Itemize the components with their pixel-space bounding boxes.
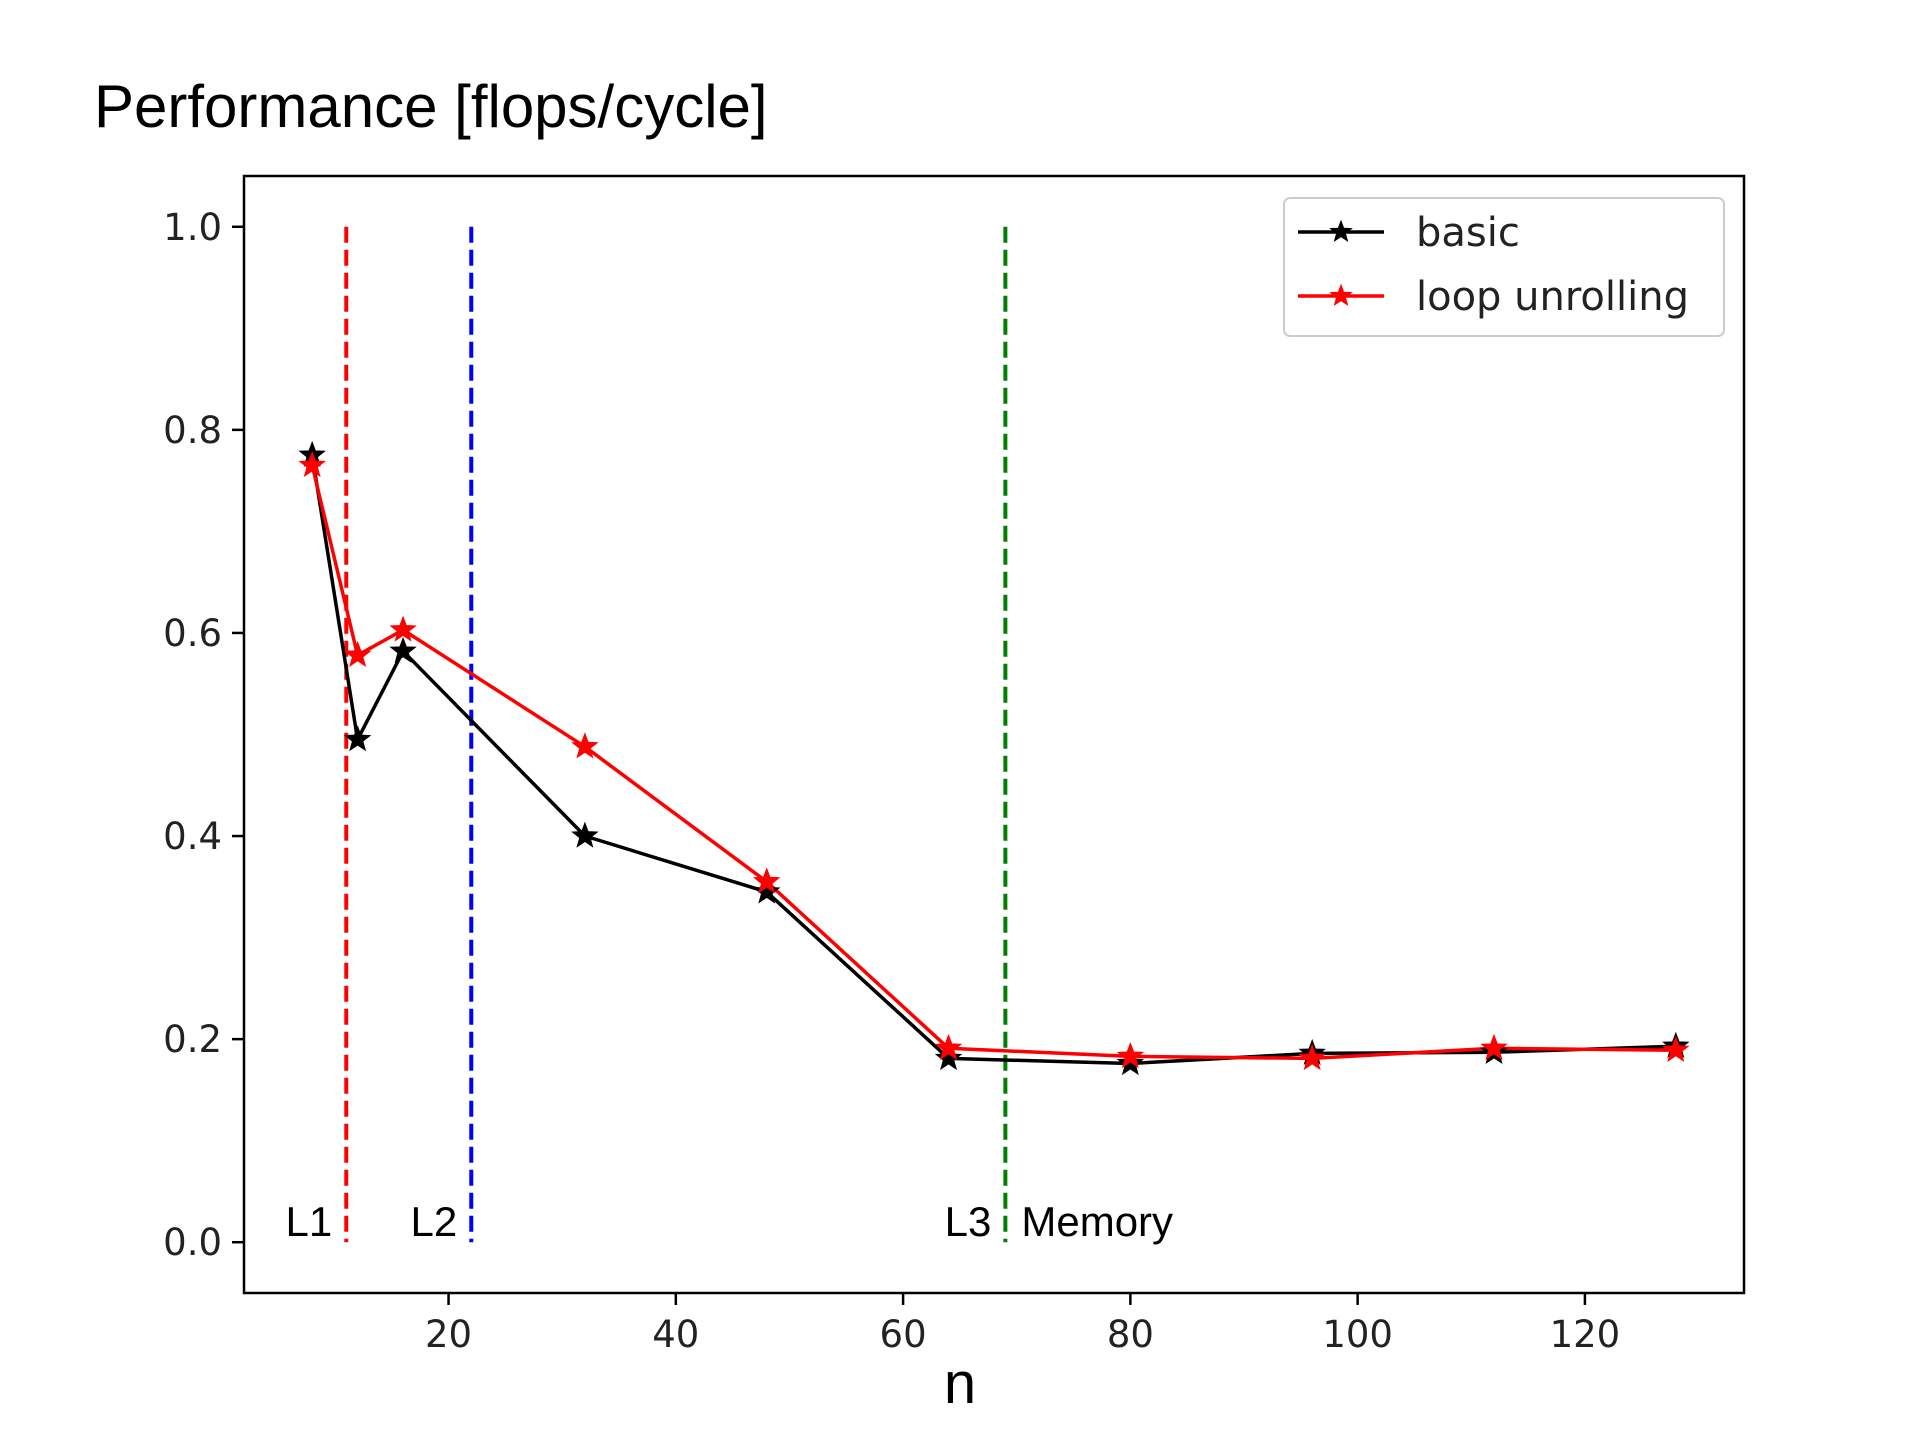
y-axis: 0.0 0.2 0.4 0.6 0.8 1.0	[163, 206, 244, 1264]
y-tick-label: 0.2	[163, 1018, 222, 1061]
data-point	[753, 877, 781, 904]
legend-marker	[1329, 283, 1353, 307]
series-markers	[298, 440, 1690, 1076]
data-point	[753, 867, 781, 894]
x-tick-label: 20	[425, 1313, 472, 1356]
data-point	[298, 450, 326, 478]
legend-box	[1283, 197, 1725, 337]
series-lines	[310, 455, 1676, 1066]
x-tick-label: 60	[880, 1313, 927, 1356]
data-point	[571, 821, 599, 848]
reference-lines	[344, 226, 1008, 1243]
y-tick-label: 1.0	[163, 206, 222, 249]
data-point	[1662, 1035, 1690, 1062]
cache-label: Memory	[1021, 1198, 1173, 1245]
y-tick-label: 0.4	[163, 815, 222, 858]
legend: basic loop unrolling	[1283, 197, 1725, 337]
y-tick-label: 0.6	[163, 612, 222, 655]
legend-marker	[1329, 219, 1353, 243]
legend-label: basic	[1416, 210, 1520, 256]
data-point	[389, 636, 417, 663]
data-point	[571, 732, 599, 759]
y-tick-label: 0.8	[163, 409, 222, 452]
cache-label: L1	[286, 1198, 333, 1245]
data-point	[1480, 1033, 1508, 1060]
data-point	[1298, 1044, 1326, 1071]
plot-frame	[242, 174, 1746, 1295]
x-tick-label: 80	[1107, 1313, 1154, 1356]
x-tick-label: 100	[1322, 1313, 1393, 1356]
cache-label: L2	[411, 1198, 458, 1245]
data-point	[934, 1033, 963, 1060]
x-tick-label: 120	[1550, 1313, 1621, 1356]
series-line	[310, 455, 1676, 1066]
data-point	[343, 640, 372, 667]
cache-level-labels: L1 L2 L3 Memory	[286, 1198, 1173, 1245]
data-point	[934, 1044, 963, 1071]
x-axis: 20 40 60 80 100 120	[425, 1293, 1620, 1356]
series-line	[310, 464, 1676, 1061]
data-point	[1116, 1041, 1145, 1069]
chart-title: Performance [flops/cycle]	[94, 73, 768, 140]
x-tick-label: 40	[652, 1313, 699, 1356]
cache-label: L3	[945, 1198, 992, 1245]
data-point	[389, 615, 417, 642]
legend-label: loop unrolling	[1416, 274, 1689, 320]
x-axis-label: n	[943, 1351, 977, 1416]
y-tick-label: 0.0	[163, 1221, 222, 1264]
data-point	[343, 725, 372, 752]
